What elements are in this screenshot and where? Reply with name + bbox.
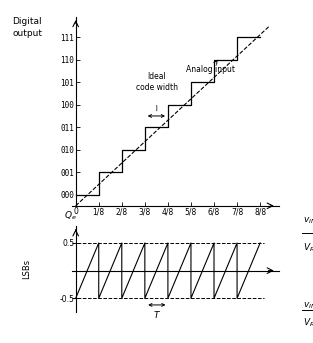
Text: $T$: $T$ (153, 309, 161, 320)
Text: $V_{REF}$: $V_{REF}$ (303, 316, 313, 329)
Text: $v_{IN}$: $v_{IN}$ (303, 216, 313, 226)
Text: $v_{IN}$: $v_{IN}$ (303, 300, 313, 310)
Text: $Q_e$: $Q_e$ (64, 210, 76, 222)
Text: Digital
output: Digital output (12, 17, 42, 38)
Text: (a): (a) (168, 257, 182, 267)
Text: LSBs: LSBs (22, 259, 31, 279)
Text: Analog input: Analog input (186, 60, 235, 74)
Text: $V_{REF}$: $V_{REF}$ (303, 241, 313, 253)
Text: Ideal
code width: Ideal code width (136, 72, 178, 92)
